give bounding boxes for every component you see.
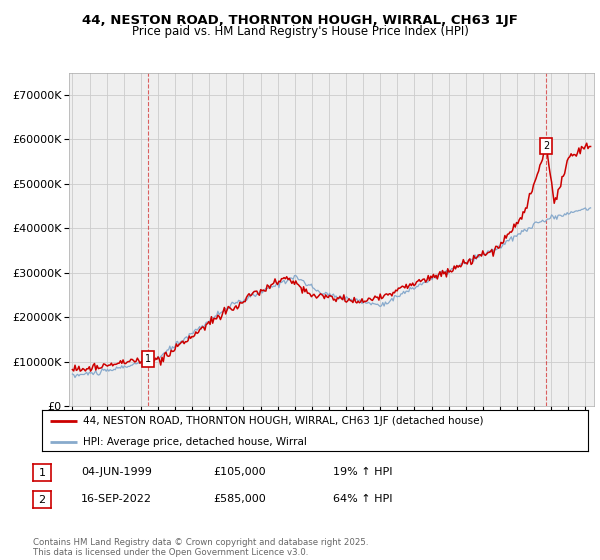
Text: 64% ↑ HPI: 64% ↑ HPI	[333, 494, 392, 504]
Text: HPI: Average price, detached house, Wirral: HPI: Average price, detached house, Wirr…	[83, 437, 307, 447]
Text: 19% ↑ HPI: 19% ↑ HPI	[333, 467, 392, 477]
Text: 04-JUN-1999: 04-JUN-1999	[81, 467, 152, 477]
Text: Price paid vs. HM Land Registry's House Price Index (HPI): Price paid vs. HM Land Registry's House …	[131, 25, 469, 38]
Text: Contains HM Land Registry data © Crown copyright and database right 2025.
This d: Contains HM Land Registry data © Crown c…	[33, 538, 368, 557]
Text: 44, NESTON ROAD, THORNTON HOUGH, WIRRAL, CH63 1JF: 44, NESTON ROAD, THORNTON HOUGH, WIRRAL,…	[82, 14, 518, 27]
Text: £585,000: £585,000	[213, 494, 266, 504]
Text: £105,000: £105,000	[213, 467, 266, 477]
Text: 1: 1	[38, 468, 46, 478]
Text: 16-SEP-2022: 16-SEP-2022	[81, 494, 152, 504]
Text: 44, NESTON ROAD, THORNTON HOUGH, WIRRAL, CH63 1JF (detached house): 44, NESTON ROAD, THORNTON HOUGH, WIRRAL,…	[83, 417, 484, 426]
Text: 2: 2	[38, 494, 46, 505]
Text: 2: 2	[543, 141, 550, 151]
Text: 1: 1	[145, 354, 151, 365]
